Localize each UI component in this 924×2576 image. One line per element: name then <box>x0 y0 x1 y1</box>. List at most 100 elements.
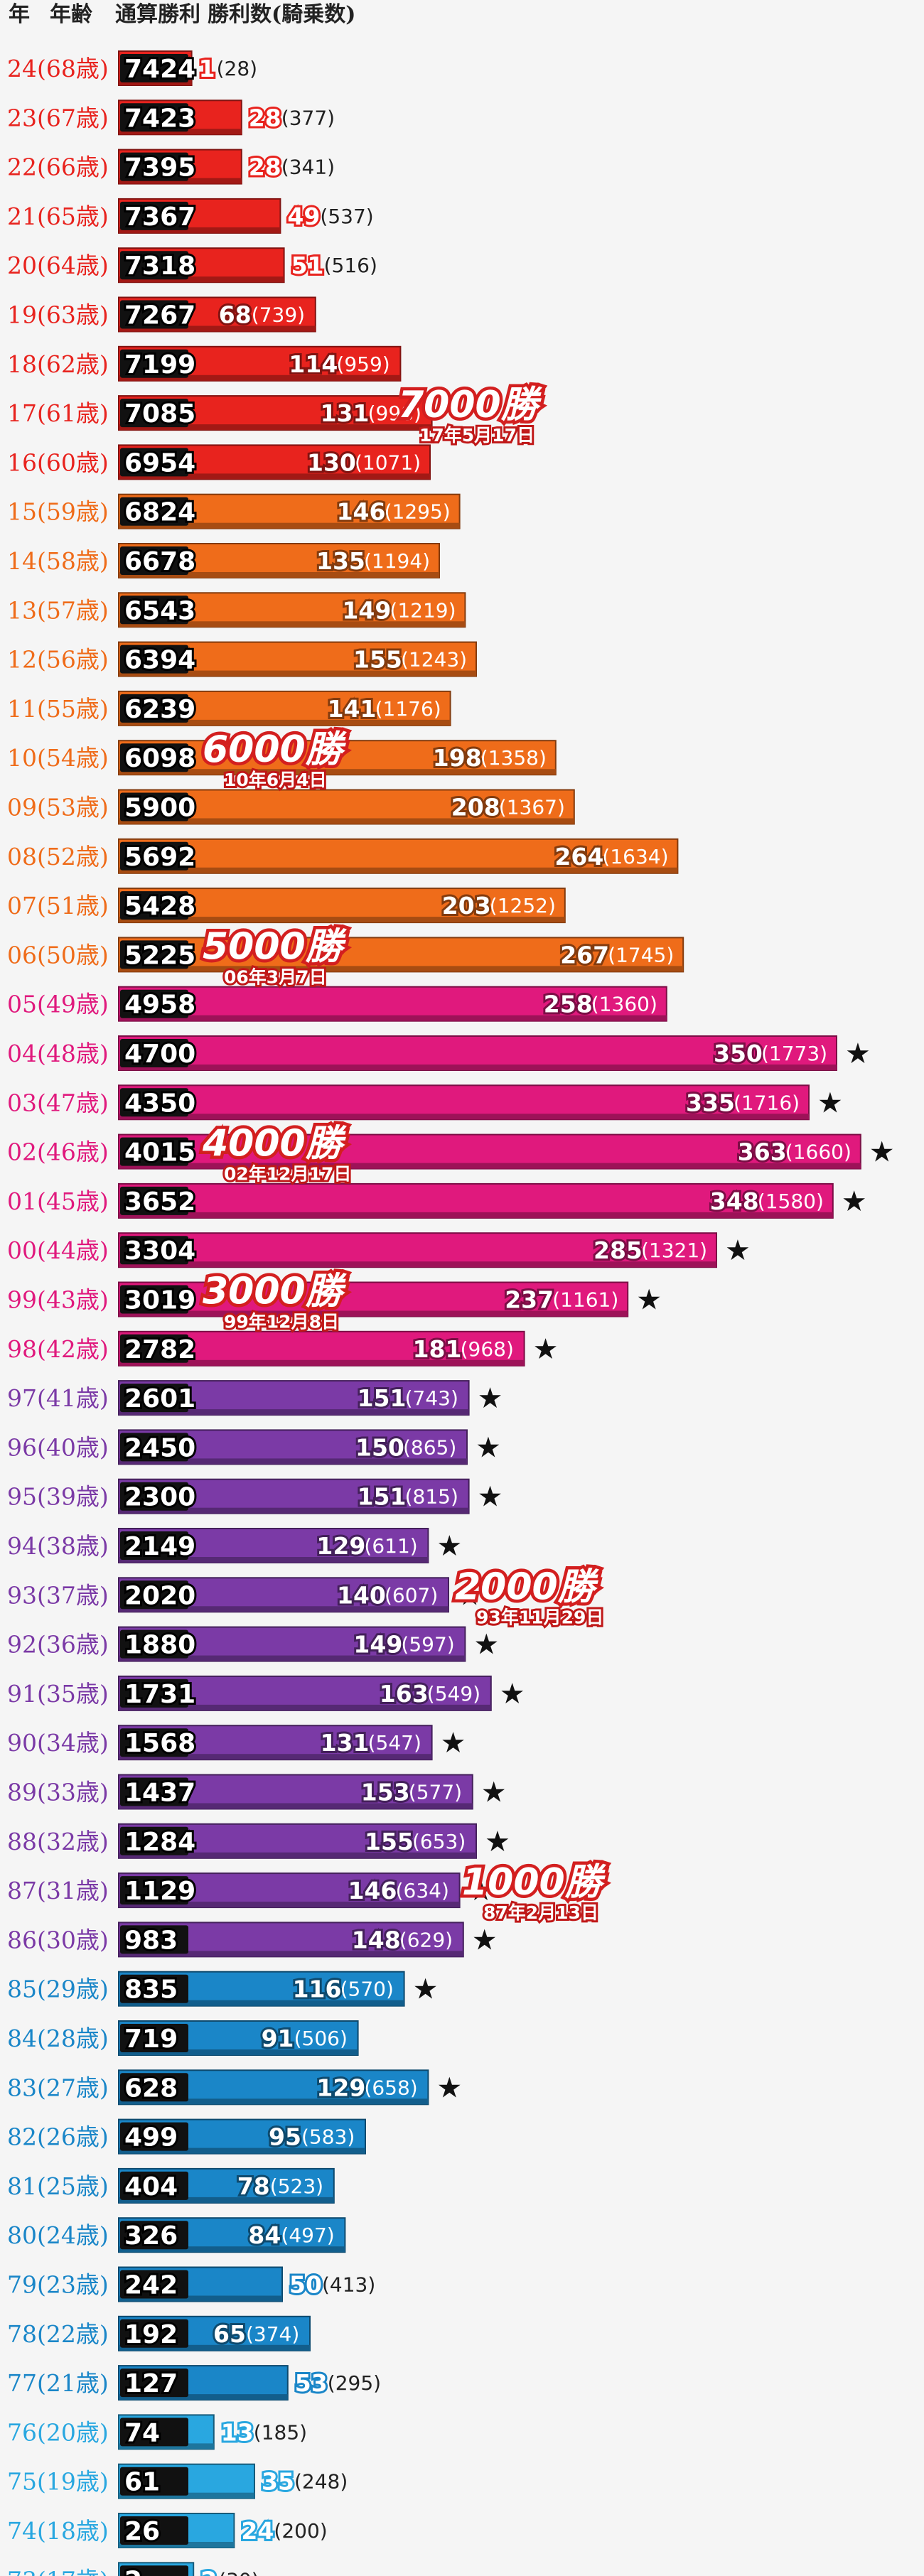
total-wins-label: 74 <box>124 2418 160 2447</box>
total-wins-tag <box>120 1777 188 1806</box>
milestone-date: 87年2月13日 <box>483 1902 598 1923</box>
year-age-label: 00(44歳) <box>7 1236 109 1264</box>
total-wins-label: 2450 <box>124 1433 195 1462</box>
season-wins-label: 51 <box>291 252 324 279</box>
wins-bar-shade <box>119 1507 469 1514</box>
year-age-label: 17(61歳) <box>7 399 109 427</box>
wins-bar-shade <box>119 1655 466 1661</box>
total-wins-tag <box>120 2319 188 2348</box>
milestone-date: 06年3月7日 <box>224 966 327 987</box>
chart-row: 99(43歳) 3019 237(1161) ★ <box>7 1281 662 1317</box>
total-wins-label: 719 <box>124 2025 178 2054</box>
rides-label: (1071) <box>355 451 421 474</box>
total-wins-tag <box>120 1629 188 1659</box>
total-wins-label: 7424 <box>124 55 195 84</box>
total-wins-tag <box>120 1531 188 1560</box>
total-wins-tag <box>120 1925 188 1954</box>
year-age-label: 09(53歳) <box>7 794 109 821</box>
rides-label: (634) <box>396 1879 449 1902</box>
season-wins-label: 181 <box>413 1335 462 1363</box>
chart-row: 85(29歳) 835 116(570) ★ <box>7 1971 438 2007</box>
star-icon: ★ <box>436 1530 462 1563</box>
year-age-label: 04(48歳) <box>7 1040 109 1067</box>
wins-bar-shade <box>119 2000 404 2006</box>
year-age-label: 76(20歳) <box>7 2418 109 2446</box>
total-wins-tag <box>120 2024 188 2052</box>
season-wins-label: 155 <box>365 1828 414 1855</box>
season-wins-label: 203 <box>442 892 491 920</box>
wins-bar-shade <box>119 1409 469 1416</box>
season-wins-label: 28 <box>249 153 281 181</box>
rides-label: (743) <box>405 1386 458 1410</box>
wins-bar-shade <box>119 572 439 578</box>
rides-label: (200) <box>274 2519 327 2543</box>
total-wins-tag <box>120 546 188 575</box>
rides-label: (1660) <box>785 1141 852 1164</box>
wins-bar-shade <box>119 276 284 283</box>
season-wins-label: 151 <box>358 1384 407 1412</box>
year-age-label: 74(18歳) <box>7 2517 109 2545</box>
rides-label: (1194) <box>364 549 430 573</box>
rides-label: (653) <box>412 1830 466 1853</box>
total-wins-tag <box>120 2418 188 2447</box>
rides-label: (1161) <box>552 1288 618 1312</box>
season-wins-label: 35 <box>262 2468 294 2496</box>
season-wins-label: 155 <box>353 646 402 674</box>
year-age-label: 19(63歳) <box>7 301 109 329</box>
season-wins-label: 348 <box>710 1187 759 1215</box>
chart-row: 98(42歳) 2782 181(968) ★ <box>7 1330 558 1367</box>
season-wins-label: 135 <box>316 547 365 575</box>
year-age-label: 98(42歳) <box>7 1335 109 1363</box>
total-wins-tag <box>120 2171 188 2200</box>
total-wins-label: 5225 <box>124 941 195 970</box>
year-age-label: 91(35歳) <box>7 1680 109 1708</box>
total-wins-tag <box>120 1334 188 1363</box>
milestone-date: 10年6月4日 <box>224 770 327 790</box>
chart-row: 05(49歳) 4958 258(1360) <box>7 986 667 1022</box>
chart-row: 82(26歳) 499 95 (583) <box>7 2118 366 2155</box>
chart-row: 77(21歳) 127 53 (295) <box>7 2365 381 2401</box>
total-wins-label: 2 <box>124 2566 142 2576</box>
total-wins-label: 835 <box>124 1976 178 2005</box>
total-wins-label: 6098 <box>124 744 195 773</box>
season-wins-label: 68 <box>219 301 252 329</box>
season-wins-label: 148 <box>352 1926 401 1953</box>
year-age-label: 94(38歳) <box>7 1532 109 1560</box>
header-wins: 勝利数(騎乗数) <box>208 2 355 27</box>
star-icon: ★ <box>436 2071 462 2104</box>
rides-label: (597) <box>401 1633 454 1656</box>
chart-row: 73(17歳)22(30) <box>7 2562 259 2576</box>
wins-bar-shade <box>119 1359 525 1366</box>
chart-row: 78(22歳) 192 65 (374) <box>7 2315 311 2351</box>
year-age-label: 80(24歳) <box>7 2221 109 2249</box>
wins-bar-shade <box>119 1310 628 1317</box>
rides-label: (185) <box>254 2420 307 2444</box>
total-wins-tag <box>120 1482 188 1511</box>
chart-row: 23(67歳) 7423 28 (377) <box>7 99 335 136</box>
year-age-label: 97(41歳) <box>7 1384 109 1412</box>
chart-rows: 24(68歳) 7424 1 (28)23(67歳) 7423 28 (377)22(66歳… <box>7 50 895 2576</box>
chart-row: 16(60歳) 6954 130(1071) <box>7 444 431 480</box>
total-wins-tag <box>120 152 188 181</box>
wins-bar-shade <box>119 1704 491 1710</box>
total-wins-tag <box>120 2073 188 2102</box>
chart-row: 93(37歳) 2020 140(607) ★ <box>7 1577 483 1613</box>
season-wins-label: 84 <box>248 2221 281 2249</box>
wins-bar-shade <box>119 2295 282 2302</box>
chart-row: 10(54歳) 6098 198(1358) <box>7 740 557 776</box>
milestone-date: 17年5月17日 <box>419 425 534 446</box>
total-wins-tag <box>120 251 188 280</box>
chart-row: 95(39歳) 2300 151(815) ★ <box>7 1478 503 1514</box>
wins-bar-shade <box>119 1902 460 1908</box>
year-age-label: 02(46歳) <box>7 1138 109 1166</box>
header-age: 年齢 <box>50 2 92 27</box>
year-age-label: 07(51歳) <box>7 892 109 920</box>
total-wins-tag <box>120 2368 188 2398</box>
star-icon: ★ <box>457 1579 483 1612</box>
rides-label: (815) <box>405 1485 458 1509</box>
wins-bar-shade <box>119 1803 473 1809</box>
rides-label: (1634) <box>602 845 668 868</box>
star-icon: ★ <box>478 1481 503 1514</box>
year-age-label: 73(17歳) <box>7 2566 109 2576</box>
